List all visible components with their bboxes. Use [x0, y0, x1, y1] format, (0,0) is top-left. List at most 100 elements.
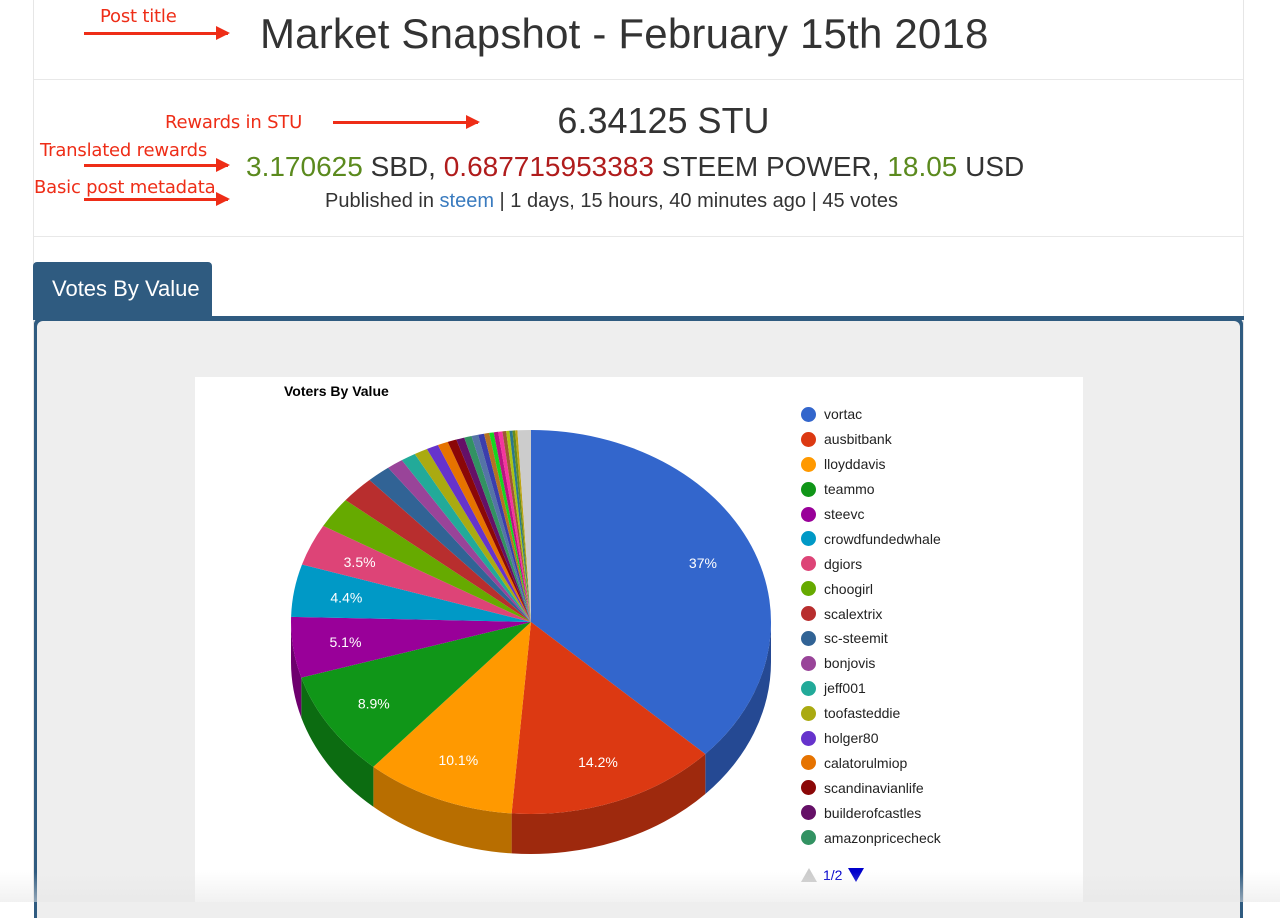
- pie-slice[interactable]: [531, 430, 771, 754]
- pie-slice[interactable]: [426, 445, 531, 622]
- pie-slice[interactable]: [401, 454, 531, 622]
- legend-swatch-icon: [801, 630, 816, 646]
- legend-item[interactable]: steevc: [801, 502, 941, 527]
- pie-slice[interactable]: [437, 441, 531, 622]
- legend-item[interactable]: dgiors: [801, 551, 941, 576]
- tab-votes-by-value[interactable]: Votes By Value: [33, 262, 212, 318]
- legend-item[interactable]: calatorulmiop: [801, 750, 941, 775]
- legend-swatch-icon: [801, 531, 816, 547]
- legend-page-indicator: 1/2: [823, 867, 843, 883]
- pie-slice[interactable]: [447, 439, 531, 622]
- legend-item[interactable]: lloyddavis: [801, 452, 941, 477]
- pie-slice[interactable]: [506, 430, 531, 622]
- legend-swatch-icon: [801, 755, 816, 771]
- pie-slice[interactable]: [511, 622, 706, 814]
- meta-prefix: Published in: [325, 190, 440, 212]
- legend-label: toofasteddie: [824, 705, 901, 722]
- legend-label: builderofcastles: [824, 804, 922, 821]
- legend-label: jeff001: [824, 680, 866, 697]
- legend-label: lloyddavis: [824, 456, 886, 473]
- legend-prev-page-icon[interactable]: [801, 868, 817, 882]
- pie-slice[interactable]: [388, 460, 531, 622]
- steem-power-value: 0.687715953383: [443, 151, 654, 182]
- legend-item[interactable]: holger80: [801, 726, 941, 751]
- pie-slice[interactable]: [509, 430, 531, 622]
- post-title: Market Snapshot - February 15th 2018: [260, 10, 989, 57]
- legend-item[interactable]: choogirl: [801, 576, 941, 601]
- pie-slice[interactable]: [414, 449, 531, 622]
- legend-item[interactable]: bonjovis: [801, 651, 941, 676]
- pie-slice[interactable]: [464, 435, 531, 622]
- legend-swatch-icon: [801, 705, 816, 721]
- legend-item[interactable]: sc-steemit: [801, 626, 941, 651]
- sbd-value: 3.170625: [246, 151, 363, 182]
- pie-slice-label: 14.2%: [578, 754, 618, 770]
- legend-item[interactable]: vortac: [801, 402, 941, 427]
- annotation-post-title: Post title: [100, 6, 177, 27]
- legend-swatch-icon: [801, 581, 816, 597]
- legend-label: holger80: [824, 730, 879, 747]
- legend-label: crowdfundedwhale: [824, 530, 941, 547]
- pie-slice[interactable]: [498, 431, 531, 622]
- legend-item[interactable]: jeff001: [801, 676, 941, 701]
- legend-swatch-icon: [801, 506, 816, 522]
- pie-slice[interactable]: [489, 432, 531, 622]
- tab-underline: [33, 316, 1244, 320]
- pie-slice-side: [373, 766, 512, 854]
- legend-swatch-icon: [801, 406, 816, 422]
- legend-swatch-icon: [801, 830, 816, 846]
- usd-unit: USD: [957, 151, 1025, 182]
- legend-pager: 1/2: [801, 867, 865, 883]
- pie-slice[interactable]: [517, 430, 531, 622]
- legend-label: dgiors: [824, 555, 863, 572]
- pie-slice-label: 37%: [689, 555, 717, 571]
- pie-slice[interactable]: [323, 500, 531, 622]
- rewards-stu: 6.34125 STU: [557, 100, 770, 141]
- legend-label: bonjovis: [824, 655, 876, 672]
- legend-swatch-icon: [801, 456, 816, 472]
- legend-item[interactable]: crowdfundedwhale: [801, 526, 941, 551]
- legend-item[interactable]: scalextrix: [801, 601, 941, 626]
- category-link[interactable]: steem: [439, 190, 494, 212]
- arrow-icon: [333, 115, 480, 129]
- legend-item[interactable]: builderofcastles: [801, 800, 941, 825]
- post-metadata: Published in steem | 1 days, 15 hours, 4…: [325, 190, 898, 213]
- pie-slice-side: [301, 677, 374, 807]
- pie-slice-label: 8.9%: [358, 695, 390, 711]
- legend-item[interactable]: ausbitbank: [801, 427, 941, 452]
- pie-slice[interactable]: [373, 622, 531, 814]
- pie-slice[interactable]: [301, 622, 531, 767]
- pie-slice[interactable]: [291, 616, 531, 678]
- title-row: Market Snapshot - February 15th 2018: [34, 0, 1243, 80]
- pie-slice[interactable]: [512, 430, 531, 622]
- legend-swatch-icon: [801, 431, 816, 447]
- pie-slice[interactable]: [471, 434, 531, 622]
- pie-slice[interactable]: [478, 433, 531, 622]
- legend-label: amazonpricecheck: [824, 829, 941, 846]
- pie-slice[interactable]: [515, 430, 531, 622]
- legend-label: steevc: [824, 506, 865, 522]
- pie-slice[interactable]: [502, 431, 531, 622]
- legend-next-page-icon[interactable]: [848, 868, 865, 882]
- pie-chart-plot: 37% 14.2% 10.1% 8.9% 5.1% 4.4% 3.5%: [291, 430, 771, 854]
- pie-slice[interactable]: [291, 564, 531, 622]
- legend-swatch-icon: [801, 481, 816, 497]
- legend-item[interactable]: teammo: [801, 477, 941, 502]
- pie-slice[interactable]: [345, 479, 531, 622]
- annotation-translated-rewards: Translated rewards: [40, 140, 207, 161]
- legend-swatch-icon: [801, 680, 816, 696]
- pie-slice[interactable]: [456, 437, 531, 622]
- pie-slice-label: 4.4%: [330, 589, 362, 605]
- legend-item[interactable]: toofasteddie: [801, 701, 941, 726]
- pie-slice[interactable]: [301, 525, 531, 622]
- pie-slice-side: [511, 753, 706, 854]
- page-column: Market Snapshot - February 15th 2018 6.3…: [33, 0, 1244, 902]
- pie-slice-side: [291, 622, 302, 718]
- pie-slice[interactable]: [484, 432, 531, 622]
- legend-item[interactable]: amazonpricecheck: [801, 825, 941, 850]
- pie-chart: 37% 14.2% 10.1% 8.9% 5.1% 4.4% 3.5% Voters By …: [195, 377, 1083, 902]
- arrow-icon: [84, 26, 230, 40]
- pie-slice[interactable]: [493, 431, 531, 622]
- legend-item[interactable]: scandinavianlife: [801, 775, 941, 800]
- pie-slice[interactable]: [369, 467, 531, 622]
